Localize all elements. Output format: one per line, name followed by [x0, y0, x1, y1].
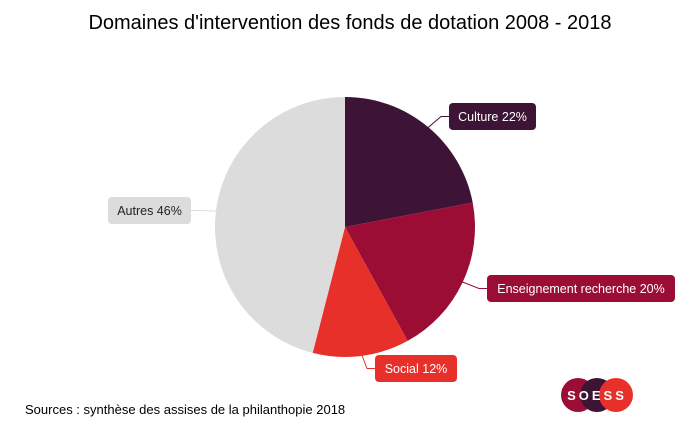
pie-slice-culture — [345, 97, 473, 227]
svg-text:SOESS: SOESS — [567, 388, 627, 403]
soess-logo: SOESS — [561, 378, 633, 412]
pie-slice-autres — [215, 97, 345, 353]
chart-title: Domaines d'intervention des fonds de dot… — [88, 12, 612, 34]
label-connector — [191, 210, 221, 212]
data-label-box — [449, 103, 536, 130]
source-note: Sources : synthèse des assises de la phi… — [25, 402, 346, 417]
data-label: Autres 46% — [117, 204, 182, 218]
pie-slice-social — [312, 227, 408, 357]
label-connector — [458, 280, 487, 289]
data-label-box — [108, 197, 191, 224]
data-label-box — [375, 355, 457, 382]
label-connector — [424, 116, 449, 131]
label-connector — [360, 351, 375, 369]
data-label: Culture 22% — [458, 110, 527, 124]
pie-slice-enseignement-recherche — [345, 202, 475, 341]
data-label-box — [487, 275, 675, 302]
data-label: Enseignement recherche 20% — [497, 282, 664, 296]
data-label: Social 12% — [385, 362, 448, 376]
